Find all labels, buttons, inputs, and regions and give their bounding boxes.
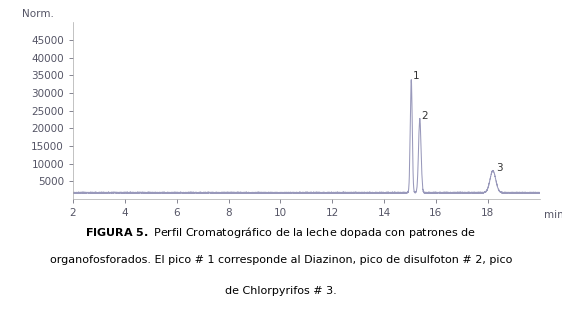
Text: de Chlorpyrifos # 3.: de Chlorpyrifos # 3. [225,286,337,296]
Text: 1: 1 [413,71,419,81]
Text: $\bf{FIGURA\ 5.}$ Perfil Cromatográfico de la leche dopada con patrones de: $\bf{FIGURA\ 5.}$ Perfil Cromatográfico … [85,225,477,240]
Text: Norm.: Norm. [22,9,53,19]
Text: 3: 3 [496,162,502,173]
Text: min: min [544,210,562,220]
Text: organofosforados. El pico # 1 corresponde al Diazinon, pico de disulfoton # 2, p: organofosforados. El pico # 1 correspond… [50,255,512,265]
Text: 2: 2 [422,111,428,121]
